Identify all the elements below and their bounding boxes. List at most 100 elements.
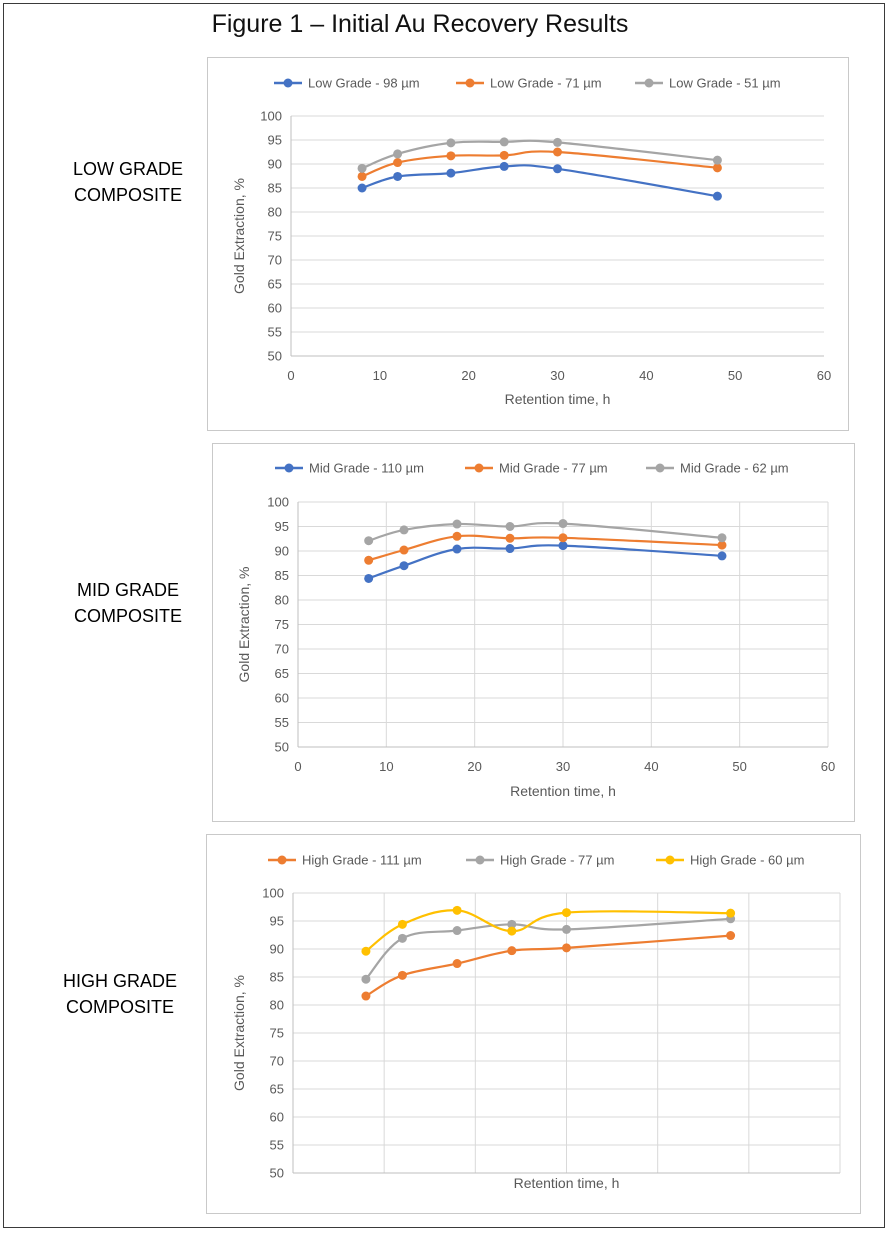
x-tick-label: 50 xyxy=(732,759,746,774)
legend-swatch-marker xyxy=(284,463,294,473)
data-point xyxy=(726,908,736,918)
legend-swatch-marker xyxy=(475,855,485,865)
y-tick-label: 60 xyxy=(270,1110,284,1125)
data-point xyxy=(505,522,515,531)
series-low-grade-98-m xyxy=(357,161,722,201)
legend-swatch-marker xyxy=(644,78,654,88)
data-point xyxy=(452,531,462,541)
series-line xyxy=(368,544,723,580)
legend-item: Low Grade - 51 µm xyxy=(635,76,781,91)
legend-label: Low Grade - 71 µm xyxy=(490,76,602,91)
legend-swatch-marker xyxy=(665,855,675,865)
series-mid-grade-77-m xyxy=(364,531,727,565)
data-point xyxy=(712,191,722,201)
data-point xyxy=(357,171,367,181)
y-tick-label: 60 xyxy=(268,301,282,316)
data-point xyxy=(452,905,462,915)
y-tick-labels: 50 55 60 65 70 75 80 85 90 95 100 xyxy=(260,109,282,364)
y-tick-label: 90 xyxy=(270,942,284,957)
legend-label: Mid Grade - 110 µm xyxy=(309,461,424,476)
y-tick-label: 50 xyxy=(270,1166,284,1181)
chart-mid-grade: 50 55 60 65 70 75 80 85 90 95 100 0 10 20 30 40 50 60 Rete… xyxy=(236,461,835,800)
legend-label: High Grade - 111 µm xyxy=(302,853,422,868)
y-tick-label: 70 xyxy=(268,253,282,268)
data-point xyxy=(553,147,562,157)
composite-label-high: HIGH GRADE COMPOSITE xyxy=(40,968,200,1020)
legend-item: Low Grade - 71 µm xyxy=(456,76,602,91)
data-point xyxy=(558,519,568,529)
legend-swatch-marker xyxy=(283,78,293,88)
chart-low-grade: 50 55 60 65 70 75 80 85 90 95 100 0 10 20 30 40 50 60 Rete… xyxy=(231,76,831,408)
data-point xyxy=(361,946,371,956)
x-tick-labels: 0 10 20 30 40 50 60 xyxy=(294,759,835,774)
x-tick-label: 20 xyxy=(461,368,475,383)
x-tick-label: 60 xyxy=(817,368,831,383)
y-tick-label: 90 xyxy=(268,157,282,172)
data-point xyxy=(717,533,727,543)
y-axis-title: Gold Extraction, % xyxy=(231,975,247,1091)
x-tick-label: 30 xyxy=(556,759,570,774)
y-tick-label: 100 xyxy=(262,886,284,901)
legend-swatch-marker xyxy=(655,463,665,473)
legend-label: Mid Grade - 77 µm xyxy=(499,461,608,476)
x-tick-label: 0 xyxy=(287,368,294,383)
legend-label: High Grade - 60 µm xyxy=(690,853,804,868)
x-tick-label: 0 xyxy=(294,759,301,774)
series-line xyxy=(368,534,723,562)
x-tick-label: 10 xyxy=(373,368,387,383)
data-point xyxy=(553,164,562,174)
x-tick-label: 40 xyxy=(644,759,658,774)
data-point xyxy=(446,151,456,161)
data-point xyxy=(397,933,407,943)
legend: Mid Grade - 110 µm Mid Grade - 77 µm Mid G… xyxy=(275,461,789,476)
series-line xyxy=(361,164,718,198)
y-tick-label: 80 xyxy=(268,205,282,220)
y-tick-label: 55 xyxy=(275,715,289,730)
data-point xyxy=(507,926,517,936)
chart-panel-high: 50 55 60 65 70 75 80 85 90 95 100 Retention time, h… xyxy=(206,834,861,1214)
data-point xyxy=(452,544,462,554)
legend-item: High Grade - 60 µm xyxy=(656,853,804,868)
legend-item: High Grade - 111 µm xyxy=(268,853,422,868)
legend: Low Grade - 98 µm Low Grade - 71 µm Low Gr… xyxy=(274,76,781,91)
y-tick-label: 75 xyxy=(270,1026,284,1041)
y-tick-label: 80 xyxy=(275,593,289,608)
series-low-grade-51-m xyxy=(357,137,722,173)
data-point xyxy=(397,919,407,929)
data-point xyxy=(562,924,571,934)
legend-item: High Grade - 77 µm xyxy=(466,853,614,868)
data-point xyxy=(562,908,571,918)
data-point xyxy=(357,163,367,173)
figure-frame xyxy=(3,3,885,1228)
y-tick-label: 60 xyxy=(275,691,289,706)
data-point xyxy=(726,931,736,941)
series-high-grade-60-m xyxy=(361,905,736,956)
data-point xyxy=(712,155,722,165)
data-point xyxy=(558,533,568,543)
legend-label: Low Grade - 98 µm xyxy=(308,76,420,91)
legend-item: Mid Grade - 62 µm xyxy=(646,461,789,476)
y-tick-label: 55 xyxy=(270,1138,284,1153)
x-tick-labels: 0 10 20 30 40 50 60 xyxy=(287,368,831,383)
composite-label-line-1: HIGH GRADE xyxy=(62,971,177,991)
y-tick-label: 80 xyxy=(270,998,284,1013)
data-point xyxy=(446,168,456,178)
legend-label: Mid Grade - 62 µm xyxy=(680,461,789,476)
legend-swatch-marker xyxy=(474,463,484,473)
gridlines xyxy=(293,892,841,1174)
x-axis-title: Retention time, h xyxy=(505,391,611,407)
y-tick-label: 85 xyxy=(268,181,282,196)
data-point xyxy=(717,551,727,561)
series-mid-grade-62-m xyxy=(364,519,727,546)
x-tick-label: 40 xyxy=(639,368,653,383)
data-point xyxy=(505,544,515,554)
y-tick-label: 70 xyxy=(275,642,289,657)
legend: High Grade - 111 µm High Grade - 77 µm Hig… xyxy=(268,853,804,868)
y-tick-label: 85 xyxy=(275,568,289,583)
x-axis-title: Retention time, h xyxy=(510,783,616,799)
y-axis-title: Gold Extraction, % xyxy=(231,178,247,294)
data-point xyxy=(393,149,403,159)
x-tick-label: 50 xyxy=(728,368,742,383)
data-point xyxy=(717,540,727,550)
y-tick-label: 65 xyxy=(275,666,289,681)
